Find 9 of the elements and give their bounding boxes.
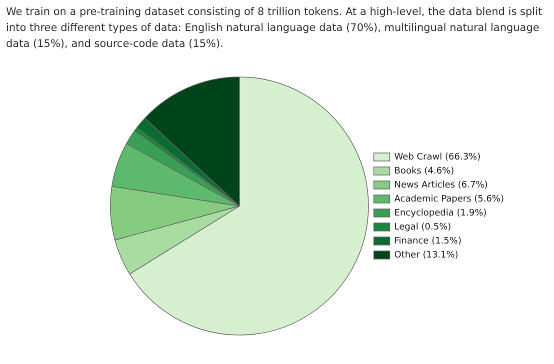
legend-label: Finance (1.5%) [394, 236, 462, 246]
text: We train on a pre-training dataset consisting of 8 trillion tokens. At a high-level, the data blend is split into three different types of data: English natural language data (70%), multilingual natural language data (15%), and source-code data (15%). [6, 5, 544, 52]
legend-label: Books (4.6%) [394, 166, 454, 176]
legend-label: Encyclopedia (1.9%) [394, 208, 487, 218]
legend-label: Academic Papers (5.6%) [394, 194, 504, 204]
legend-label: Legal (0.5%) [394, 222, 452, 232]
legend-label: News Articles (6.7%) [394, 180, 488, 190]
legend-label: Web Crawl (66.3%) [394, 152, 481, 162]
legend-label: Other (13.1%) [394, 250, 458, 260]
